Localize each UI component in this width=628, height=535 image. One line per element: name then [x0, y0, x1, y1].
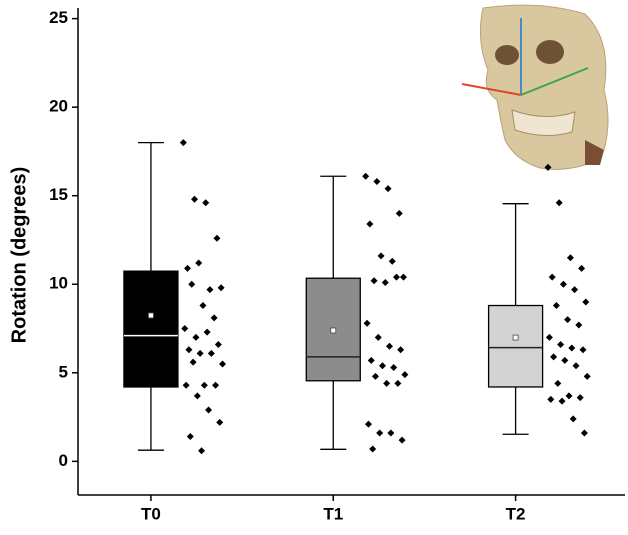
data-point — [203, 328, 211, 336]
data-point — [179, 139, 187, 147]
data-point — [371, 372, 379, 380]
mean — [330, 327, 337, 334]
data-point — [387, 429, 395, 437]
data-point — [377, 252, 385, 260]
data-point — [214, 340, 222, 348]
data-point — [186, 433, 194, 441]
data-point — [576, 394, 584, 402]
data-point — [555, 199, 563, 207]
data-point — [181, 325, 189, 333]
data-point — [188, 280, 196, 288]
data-point — [388, 257, 396, 265]
x-tick-label: T2 — [506, 504, 526, 523]
y-tick-label: 25 — [49, 8, 68, 27]
data-point — [374, 333, 382, 341]
y-tick-label: 15 — [49, 185, 68, 204]
data-point — [568, 344, 576, 352]
data-point — [545, 333, 553, 341]
data-point — [189, 358, 197, 366]
data-point — [397, 346, 405, 354]
data-point — [575, 321, 583, 329]
data-point — [193, 392, 201, 400]
data-point — [207, 349, 215, 357]
data-point — [552, 302, 560, 310]
data-point — [191, 195, 199, 203]
data-point — [185, 346, 193, 354]
data-point — [390, 363, 398, 371]
x-tick-label: T1 — [323, 504, 343, 523]
data-point — [205, 406, 213, 414]
data-point — [367, 356, 375, 364]
data-point — [363, 319, 371, 327]
data-point — [548, 273, 556, 281]
data-point — [376, 429, 384, 437]
data-point — [580, 429, 588, 437]
data-point — [582, 298, 590, 306]
skull-illustration — [461, 4, 609, 170]
data-point — [559, 280, 567, 288]
data-point — [569, 415, 577, 423]
data-point — [202, 199, 210, 207]
data-point — [398, 436, 406, 444]
data-point — [571, 286, 579, 294]
data-point — [364, 420, 372, 428]
mean — [512, 334, 519, 341]
data-point — [565, 392, 573, 400]
data-point — [200, 381, 208, 389]
data-point — [583, 372, 591, 380]
data-point — [219, 360, 227, 368]
y-tick-label: 10 — [49, 274, 68, 293]
data-point — [373, 178, 381, 186]
data-point — [558, 397, 566, 405]
data-point — [401, 371, 409, 379]
data-point — [216, 418, 224, 426]
data-point — [381, 278, 389, 286]
mean — [148, 312, 154, 319]
data-point — [369, 445, 377, 453]
data-point — [182, 381, 190, 389]
data-point — [561, 356, 569, 364]
data-point — [213, 234, 221, 242]
y-axis-label: Rotation (degrees) — [8, 167, 30, 344]
y-tick-label: 20 — [49, 97, 68, 116]
data-point — [578, 264, 586, 272]
data-point — [544, 163, 552, 171]
x-tick-label: T0 — [141, 504, 161, 523]
data-point — [198, 447, 206, 455]
data-point — [210, 314, 218, 322]
data-point — [395, 209, 403, 217]
data-point — [564, 316, 572, 324]
data-point — [195, 259, 203, 267]
data-point — [362, 172, 370, 180]
data-point — [196, 349, 204, 357]
data-point — [399, 273, 407, 281]
data-point — [557, 340, 565, 348]
data-point — [370, 277, 378, 285]
data-point — [199, 302, 207, 310]
data-point — [184, 264, 192, 272]
data-point — [217, 284, 225, 292]
data-point — [206, 286, 214, 294]
data-point — [394, 379, 402, 387]
y-tick-label: 5 — [59, 362, 68, 381]
box — [487, 304, 544, 388]
box — [123, 270, 179, 388]
data-point — [392, 273, 400, 281]
data-point — [385, 342, 393, 350]
data-point — [192, 333, 200, 341]
data-point — [212, 381, 220, 389]
y-tick-label: 0 — [59, 451, 68, 470]
data-point — [579, 346, 587, 354]
data-point — [383, 379, 391, 387]
data-point — [547, 395, 555, 403]
data-point — [550, 353, 558, 361]
data-point — [378, 362, 386, 370]
data-point — [554, 379, 562, 387]
data-point — [566, 254, 574, 262]
data-point — [366, 220, 374, 228]
data-point — [572, 362, 580, 370]
data-point — [384, 185, 392, 193]
